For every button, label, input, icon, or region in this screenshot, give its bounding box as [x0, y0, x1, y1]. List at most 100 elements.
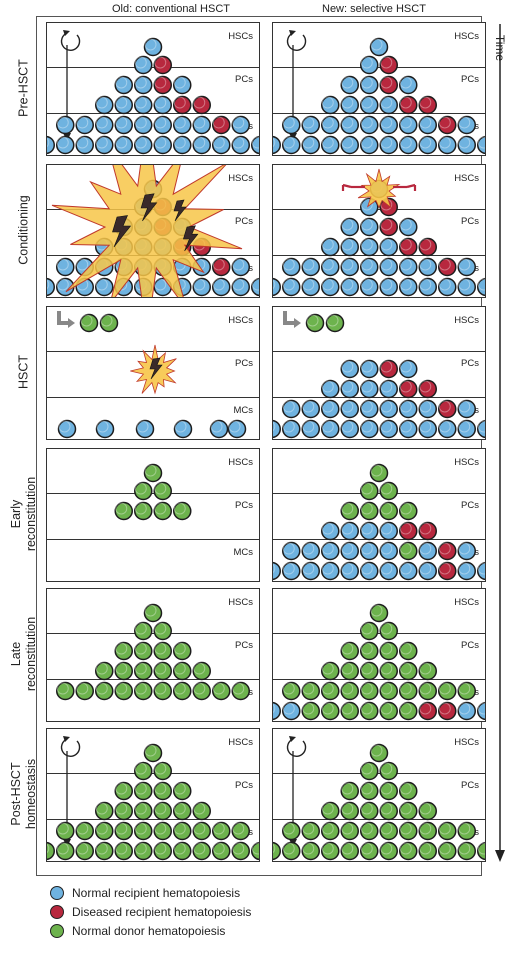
- legend-label: Diseased recipient hematopoiesis: [72, 905, 252, 919]
- cell-highlight: [341, 542, 354, 555]
- cell-highlight: [173, 842, 186, 855]
- recipient-cell: [340, 237, 359, 257]
- cell-highlight: [477, 420, 485, 433]
- donor-cell: [321, 801, 340, 821]
- cell-highlight: [438, 822, 451, 835]
- cell-highlight: [458, 542, 471, 555]
- cell-highlight: [115, 842, 128, 855]
- cell-highlight: [380, 136, 393, 149]
- cell-highlight: [380, 642, 393, 655]
- cell-highlight: [174, 420, 187, 433]
- cell-highlight: [419, 136, 432, 149]
- cell-highlight: [458, 258, 471, 271]
- tier-divider: [47, 67, 259, 68]
- recipient-cell: [379, 277, 398, 297]
- cell-diagram: [47, 736, 259, 861]
- donor-cell: [153, 621, 172, 641]
- donor-cell: [282, 681, 301, 701]
- cell-highlight: [341, 238, 354, 251]
- cell-highlight: [306, 314, 319, 327]
- cell-highlight: [380, 278, 393, 291]
- diseased-cell: [438, 115, 457, 135]
- cell-highlight: [380, 380, 393, 393]
- recipient-cell: [231, 257, 250, 277]
- donor-cell: [379, 701, 398, 721]
- recipient-cell: [282, 541, 301, 561]
- donor-cell: [438, 681, 457, 701]
- cell-highlight: [302, 842, 315, 855]
- cell-highlight: [419, 258, 432, 271]
- recipient-cell: [173, 115, 192, 135]
- donor-cell: [438, 841, 457, 861]
- tier-divider: [47, 773, 259, 774]
- panel-old-stage-3: HSCs PCs MCs: [46, 448, 260, 582]
- cell-highlight: [302, 116, 315, 129]
- cell-highlight: [399, 400, 412, 413]
- donor-cell: [321, 841, 340, 861]
- cell-highlight: [282, 136, 295, 149]
- cell-highlight: [80, 314, 93, 327]
- stage-label: Late reconstitution: [9, 616, 38, 692]
- donor-cell: [321, 681, 340, 701]
- cell-highlight: [115, 822, 128, 835]
- recipient-cell: [438, 135, 457, 155]
- recipient-cell: [231, 135, 250, 155]
- recipient-cell: [75, 115, 94, 135]
- cell-highlight: [154, 76, 167, 89]
- cell-highlight: [380, 258, 393, 271]
- recipient-cell: [301, 115, 320, 135]
- cell-highlight: [438, 542, 451, 555]
- diseased-cell: [418, 95, 437, 115]
- donor-cell: [340, 821, 359, 841]
- cell-highlight: [273, 843, 276, 854]
- donor-cell: [173, 841, 192, 861]
- donor-cell: [369, 603, 389, 623]
- cell-highlight: [370, 744, 383, 757]
- cell-highlight: [399, 380, 412, 393]
- cell-highlight: [321, 802, 334, 815]
- cell-highlight: [360, 56, 373, 69]
- cell-highlight: [321, 562, 334, 575]
- donor-cell: [301, 681, 320, 701]
- tier-label-pc: PCs: [461, 780, 479, 791]
- cell-highlight: [134, 802, 147, 815]
- cell-highlight: [419, 802, 432, 815]
- cell-highlight: [360, 622, 373, 635]
- cell-highlight: [134, 842, 147, 855]
- diseased-cell: [153, 55, 172, 75]
- recipient-cell: [360, 237, 379, 257]
- recipient-cell: [135, 419, 155, 439]
- donor-cell: [399, 641, 418, 661]
- cell-highlight: [341, 662, 354, 675]
- recipient-cell: [457, 541, 476, 561]
- donor-cell: [192, 821, 211, 841]
- recipient-cell: [379, 115, 398, 135]
- donor-cell: [114, 641, 133, 661]
- cell-highlight: [321, 238, 334, 251]
- donor-cell: [379, 641, 398, 661]
- recipient-cell: [477, 419, 485, 439]
- donor-cell: [153, 641, 172, 661]
- recipient-cell: [301, 419, 320, 439]
- donor-cell: [95, 661, 114, 681]
- donor-cell: [153, 821, 172, 841]
- cell-diagram: [114, 463, 192, 521]
- cell-highlight: [210, 420, 223, 433]
- recipient-cell: [399, 115, 418, 135]
- recipient-cell: [418, 277, 437, 297]
- time-label: Time: [493, 34, 507, 62]
- cell-highlight: [144, 38, 157, 51]
- donor-cell: [418, 841, 437, 861]
- cell-highlight: [380, 842, 393, 855]
- cell-highlight: [419, 420, 432, 433]
- recipient-cell: [153, 115, 172, 135]
- donor-cell: [321, 701, 340, 721]
- recipient-cell: [192, 277, 211, 297]
- cell-highlight: [321, 420, 334, 433]
- tier-divider: [47, 493, 259, 494]
- recipient-cell: [360, 277, 379, 297]
- recipient-cell: [477, 277, 485, 297]
- recipient-cell: [340, 277, 359, 297]
